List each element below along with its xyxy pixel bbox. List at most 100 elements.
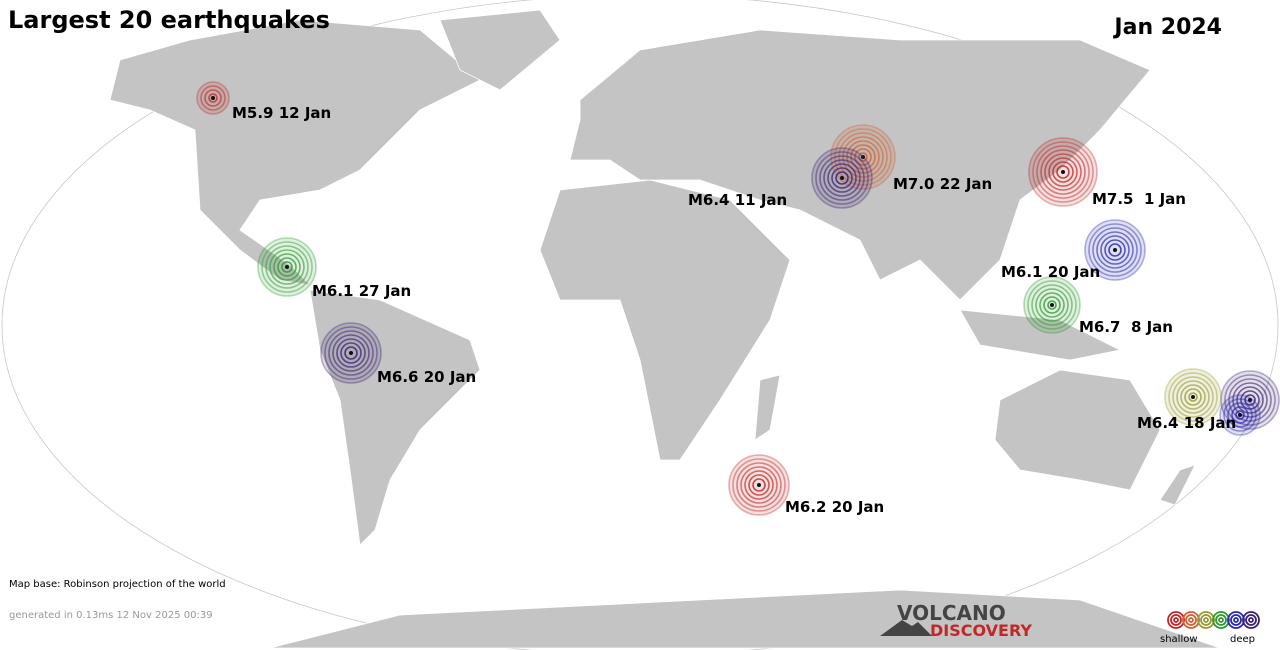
marker-ring [1223,398,1257,432]
marker-ring [1232,382,1268,418]
marker-ring [1104,239,1126,261]
marker-center [1113,248,1117,252]
marker-ring [858,152,868,162]
marker-center [285,265,289,269]
quake-label: M7.5 1 Jan [1092,190,1186,208]
marker-ring [752,478,766,492]
map-title: Largest 20 earthquakes [8,6,330,34]
marker-ring [732,458,786,512]
marker-ring [281,261,293,273]
marker-ring [1047,300,1057,310]
marker-ring [269,249,305,285]
marker-ring [1176,380,1210,414]
legend-ring [1185,614,1197,626]
marker-ring [344,346,358,360]
legend-ring [1248,617,1254,623]
legend-ring [1230,614,1242,626]
marker-center [1191,395,1195,399]
marker-ring [748,474,770,496]
marker-ring [1032,141,1094,203]
quake-marker [320,322,382,384]
quake-label: M6.4 18 Jan [1137,414,1236,432]
marker-ring [1100,235,1130,265]
legend-ring [1197,611,1215,629]
marker-center [757,483,761,487]
marker-ring [1048,157,1078,187]
marker-ring [831,167,853,189]
quake-label: M7.0 22 Jan [893,175,992,193]
marker-ring [200,85,226,111]
quake-marker [728,454,790,516]
marker-ring [1092,227,1138,273]
generated-note: generated in 0.13ms 12 Nov 2025 00:39 [9,610,213,621]
quake-marker [1219,394,1261,436]
quake-layer: M5.9 12 Jan M7.0 22 Jan M6.4 11 Jan M7.5 1 … [196,81,1280,516]
legend-ring [1215,614,1227,626]
marker-ring [1244,394,1256,406]
marker-ring [1235,410,1245,420]
quake-marker [1084,219,1146,281]
legend-ring [1167,611,1185,629]
marker-ring [827,163,857,193]
marker-ring [1172,376,1214,418]
logo: VOLCANO DISCOVERY [880,601,1032,640]
marker-center [211,96,215,100]
marker-ring [1036,145,1090,199]
legend-ring [1188,617,1194,623]
marker-ring [1231,406,1249,424]
quake-label: M5.9 12 Jan [232,104,331,122]
quake-marker [1164,368,1222,426]
legend-ring [1203,617,1209,623]
quake-label: M6.1 20 Jan [1001,263,1100,281]
marker-center [1050,303,1054,307]
quake-marker [811,147,873,209]
marker-ring [265,245,309,289]
marker-ring [324,326,378,380]
quake-marker [196,81,230,115]
quake-marker [1023,276,1081,334]
legend-ring [1245,614,1257,626]
marker-center [840,176,844,180]
legend-ring [1173,617,1179,623]
quake-marker [1028,137,1098,207]
marker-ring [1040,149,1086,195]
legend-ring [1233,617,1239,623]
quake-label: M6.7 8 Jan [1079,318,1173,336]
quake-label: M6.6 20 Jan [377,368,476,386]
marker-ring [208,93,218,103]
marker-center [1061,170,1065,174]
marker-ring [835,171,849,185]
marker-ring [1043,296,1061,314]
legend-shallow: shallow [1160,634,1198,645]
marker-ring [328,330,374,376]
marker-center [349,351,353,355]
marker-ring [1056,165,1070,179]
marker-ring [273,253,301,281]
marker-ring [1184,388,1202,406]
map-base-note: Map base: Robinson projection of the wor… [9,579,226,590]
marker-ring [1039,292,1065,318]
marker-ring [261,241,313,293]
marker-ring [1227,402,1253,428]
legend-ring [1170,614,1182,626]
marker-ring [1236,386,1264,414]
marker-ring [850,144,876,170]
legend-ring [1182,611,1200,629]
marker-ring [815,151,869,205]
marker-ring [336,338,366,368]
marker-ring [1052,161,1074,183]
quake-label: M6.1 27 Jan [312,282,411,300]
legend-deep: deep [1230,634,1255,645]
marker-ring [332,334,370,372]
marker-ring [1027,280,1077,330]
quake-label: M6.4 11 Jan [688,191,787,209]
marker-ring [740,466,778,504]
legend-ring [1212,611,1230,629]
logo-line2: DISCOVERY [930,621,1032,640]
marker-center [861,155,865,159]
marker-ring [854,148,872,166]
marker-ring [736,462,782,508]
marker-ring [1035,288,1069,322]
